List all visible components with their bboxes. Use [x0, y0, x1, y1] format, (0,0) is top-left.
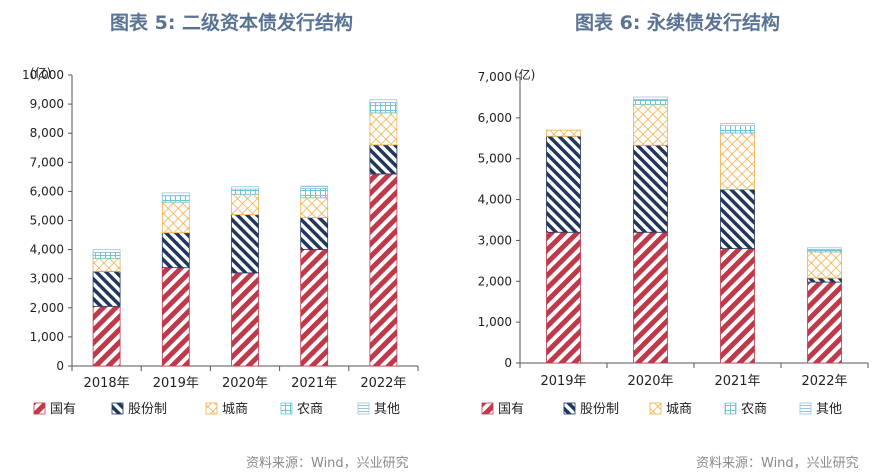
- bar-2020年-国有: [633, 231, 668, 364]
- bar-2021年-农商: [300, 188, 329, 199]
- y-tick-label: 5,000: [30, 214, 64, 228]
- y-tick-label: 4,000: [478, 193, 512, 207]
- y-tick-label: 7,000: [30, 155, 64, 169]
- legend-swatch-国有: [481, 402, 494, 415]
- bar-2021年-股份制: [300, 217, 329, 250]
- legend-label-国有: 国有: [498, 402, 524, 417]
- legend-swatch-国有: [33, 402, 46, 415]
- legend-label-股份制: 股份制: [128, 402, 167, 417]
- y-tick-label: 4,000: [30, 243, 64, 257]
- chart-2-source-note: 资料来源：Wind，兴业研究: [696, 456, 859, 471]
- legend-swatch-城商: [649, 402, 662, 415]
- bar-2021年-国有: [720, 248, 755, 364]
- bar-2021年-国有: [300, 249, 329, 367]
- bar-2020年-股份制: [633, 144, 668, 233]
- legend-label-其他: 其他: [374, 402, 400, 417]
- x-tick-label: 2020年: [627, 374, 673, 389]
- x-tick-label: 2019年: [153, 376, 199, 391]
- y-tick-label: 7,000: [478, 70, 512, 84]
- bar-2019年-其他: [161, 192, 190, 197]
- y-tick-label: 6,000: [30, 184, 64, 198]
- bar-2020年-其他: [231, 186, 259, 190]
- bar-2021年-城商: [720, 132, 755, 190]
- bar-2022年-股份制: [807, 277, 842, 283]
- legend-label-农商: 农商: [741, 402, 767, 417]
- legend-label-城商: 城商: [222, 402, 248, 417]
- y-tick-label: 6,000: [478, 111, 512, 125]
- bar-2019年-城商: [546, 129, 581, 137]
- y-tick-label: 1,000: [478, 315, 512, 329]
- y-tick-label: 9,000: [30, 97, 64, 111]
- y-tick-label: 0: [504, 356, 512, 370]
- bar-2022年-国有: [369, 173, 398, 367]
- bar-2018年-农商: [92, 252, 121, 259]
- legend-swatch-农商: [280, 402, 293, 415]
- x-tick-label: 2022年: [360, 376, 406, 391]
- y-unit-label: (亿): [30, 65, 51, 80]
- legend-swatch-城商: [205, 402, 218, 415]
- y-tick-label: 3,000: [478, 233, 512, 247]
- bar-2020年-农商: [231, 188, 259, 195]
- bar-2018年-国有: [92, 305, 121, 367]
- bar-2018年-城商: [92, 257, 121, 272]
- y-tick-label: 10,000: [22, 68, 64, 82]
- chart-1: 0 1,000 2,000 3,000 4,000 5,000 6,000 7,000 8,00…: [22, 65, 419, 417]
- bar-2019年-股份制: [161, 232, 190, 269]
- x-tick-label: 2018年: [84, 376, 130, 391]
- bar-2022年-国有: [807, 281, 842, 364]
- x-tick-label: 2019年: [540, 374, 586, 389]
- x-tick-label: 2022年: [801, 374, 847, 389]
- bar-2020年-城商: [231, 193, 259, 216]
- x-tick-label: 2021年: [714, 374, 760, 389]
- bar-2021年-股份制: [720, 188, 755, 250]
- legend-swatch-其他: [357, 402, 370, 415]
- chart-2-title: 图表 6: 永续债发行结构: [575, 12, 781, 34]
- chart-2: 0 1,000 2,000 3,000 4,000 5,000 6,000 7,000 (亿) 2…: [478, 67, 869, 417]
- bar-2021年-其他: [720, 123, 755, 127]
- chart-1-title: 图表 5: 二级资本债发行结构: [110, 12, 354, 34]
- bar-2022年-城商: [807, 251, 842, 279]
- bar-2022年-其他: [807, 247, 842, 250]
- legend-swatch-农商: [724, 402, 737, 415]
- legend-label-农商: 农商: [297, 402, 323, 417]
- bar-2019年-国有: [161, 267, 190, 367]
- bar-2020年-农商: [633, 99, 668, 105]
- chart-1-source-note: 资料来源：Wind，兴业研究: [246, 456, 409, 471]
- bar-2020年-其他: [633, 96, 668, 100]
- y-unit-label: (亿): [514, 67, 535, 82]
- x-tick-label: 2020年: [222, 376, 268, 391]
- bar-2019年-国有: [546, 231, 581, 364]
- y-tick-label: 3,000: [30, 272, 64, 286]
- y-tick-label: 0: [56, 359, 64, 373]
- bar-2020年-国有: [231, 272, 259, 367]
- bar-2019年-城商: [161, 201, 190, 234]
- legend-swatch-股份制: [111, 402, 124, 415]
- bar-2019年-股份制: [546, 135, 581, 233]
- legend-label-其他: 其他: [816, 402, 842, 417]
- y-tick-label: 1,000: [30, 330, 64, 344]
- bar-2020年-股份制: [231, 214, 259, 274]
- legend-label-国有: 国有: [50, 402, 76, 417]
- y-tick-label: 8,000: [30, 126, 64, 140]
- bar-2021年-农商: [720, 125, 755, 134]
- legend-label-城商: 城商: [666, 402, 692, 417]
- bar-2020年-城商: [633, 103, 668, 146]
- y-tick-label: 2,000: [478, 274, 512, 288]
- legend-label-股份制: 股份制: [580, 402, 619, 417]
- bar-2018年-股份制: [92, 271, 121, 307]
- bar-2019年-农商: [161, 195, 190, 203]
- legend-swatch-其他: [799, 402, 812, 415]
- y-tick-label: 5,000: [478, 152, 512, 166]
- bar-2022年-城商: [369, 112, 398, 146]
- bar-2018年-其他: [92, 249, 121, 253]
- x-tick-label: 2021年: [291, 376, 337, 391]
- bar-2022年-农商: [369, 102, 398, 114]
- bar-2021年-城商: [300, 197, 329, 218]
- y-tick-label: 2,000: [30, 301, 64, 315]
- bar-2022年-股份制: [369, 144, 398, 175]
- bar-2022年-其他: [369, 99, 398, 104]
- bar-2021年-其他: [300, 185, 329, 189]
- legend-swatch-股份制: [563, 402, 576, 415]
